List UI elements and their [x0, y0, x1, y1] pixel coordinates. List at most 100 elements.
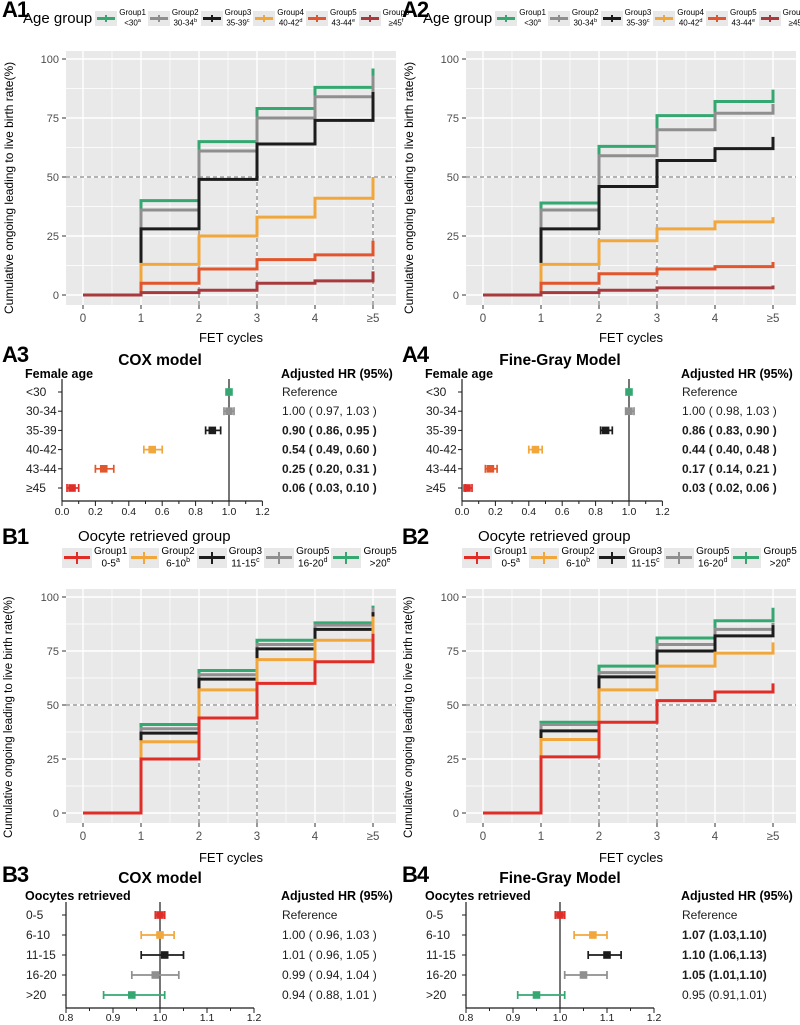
legend-item-label: Group4 40-42d: [677, 8, 704, 28]
legend-items: Group1 <30a Group2 30-34b Group3 35-39c Group4…: [95, 8, 411, 29]
legend-title: Age group: [23, 10, 93, 28]
forest-point-estimate: [151, 971, 160, 979]
step-chart-b1: 0 25 50 75 100 0 1 2 3 4 ≥5: [41, 589, 396, 843]
legend-key-green-icon: [95, 11, 118, 27]
y-tick-label: 0: [453, 808, 459, 820]
forest-hr-text: 1.10 (1.06,1.13): [682, 948, 767, 962]
y-tick-label: 25: [47, 231, 59, 243]
legend-b2: Oocyte retrieved group Group1 0-5a Group2 6…: [400, 528, 800, 570]
panel-a1: A1 Age group Group1 <30a Group2 30-34b Group…: [0, 0, 409, 345]
panel-label-a4: A4: [402, 342, 429, 367]
forest-row-label: 16-20: [26, 968, 57, 982]
forest-point-estimate: [486, 465, 495, 473]
x-tick-label: 1: [538, 313, 544, 325]
legend-key-gray-icon: [664, 547, 695, 568]
forest-point-estimate: [225, 388, 233, 396]
forest-x-tick-label: 1.2: [655, 506, 670, 518]
legend-key-orange-icon: [653, 11, 676, 27]
forest-hr-text: 0.44 ( 0.40, 0.48 ): [682, 443, 777, 457]
forest-point-estimate: [99, 465, 108, 473]
forest-point-estimate: [531, 445, 540, 454]
forest-chart-b3: 0.8 0.9 1.0 1.1 1.2 0-5 Reference 6-10 1.00 ( 0.…: [26, 902, 377, 1024]
legend-key-red-icon: [462, 547, 492, 568]
y-axis-label: Cumulative ongoing leading to live birth…: [402, 61, 416, 315]
forest-row-label: 40-42: [26, 443, 57, 457]
legend-items: Group1 0-5a Group2 6-10b Group3 11-15c Group5 1…: [62, 546, 400, 570]
y-tick-label: 75: [47, 646, 59, 658]
step-chart-a2: 0 25 50 75 100 0 1 2 3 4 ≥5: [441, 51, 796, 325]
x-tick-label: 0: [80, 831, 86, 843]
legend-item-label: Group6≥45f: [382, 8, 410, 28]
x-axis-label: FET cycles: [198, 330, 264, 345]
y-tick-label: 50: [447, 700, 459, 712]
legend-key-orange-icon: [529, 547, 560, 568]
panel-label-b4: B4: [402, 862, 429, 887]
forest-x-tick-label: 0.4: [521, 506, 536, 518]
y-tick-label: 100: [441, 592, 459, 604]
step-series-red: [83, 633, 375, 815]
legend-item: Group2 6-10b: [129, 546, 195, 570]
legend-item-label: Group5 16-20d: [296, 546, 330, 570]
forest-point-estimate: [156, 931, 164, 939]
forest-x-tick-label: 1.1: [600, 1012, 615, 1024]
legend-item-label: Group2 6-10b: [161, 546, 195, 570]
forest-x-tick-label: 0.8: [59, 1012, 74, 1024]
forest-x-tick-label: 0.0: [455, 506, 470, 518]
legend-items: Group1 0-5a Group2 6-10b Group3 11-15c Group5 1…: [462, 546, 800, 570]
legend-key-black-icon: [596, 547, 627, 568]
x-tick-label: 0: [480, 831, 486, 843]
forest-row-label: 0-5: [426, 908, 444, 922]
panel-label-b2: B2: [402, 524, 429, 549]
step-series-orangered: [483, 261, 775, 297]
y-tick-label: 25: [447, 754, 459, 766]
forest-hr-text: 0.94 ( 0.88, 1.01 ): [282, 988, 377, 1002]
step-series-darkred: [83, 271, 375, 297]
legend-a1: Age group Group1 <30a Group2 30-34b Group3 35…: [23, 8, 409, 29]
legend-key-orangered-icon: [305, 11, 328, 27]
forest-column-header: Oocytes retrieved: [425, 889, 531, 903]
x-tick-label: 2: [596, 831, 602, 843]
forest-hr-text: 0.17 ( 0.14, 0.21 ): [682, 462, 777, 476]
forest-point-estimate: [463, 484, 471, 492]
forest-x-tick-label: 1.0: [153, 1012, 168, 1024]
forest-hr-text: Reference: [282, 385, 338, 399]
y-tick-label: 0: [53, 290, 59, 302]
forest-row-label: >20: [426, 988, 447, 1002]
legend-item-label: Group5 43-44e: [729, 8, 757, 28]
legend-item-label: Group1 <30a: [119, 8, 146, 28]
forest-hr-text: 0.90 ( 0.86, 0.95 ): [282, 423, 377, 437]
forest-hr-text: 0.54 ( 0.49, 0.60 ): [282, 443, 377, 457]
legend-title: Oocyte retrieved group: [478, 528, 631, 545]
forest-point-estimate: [148, 445, 156, 454]
legend-items: Group1 <30a Group2 30-34b Group3 35-39c Group4…: [495, 8, 800, 29]
forest-row-label: 11-15: [26, 948, 56, 962]
x-tick-label: 2: [196, 313, 202, 325]
forest-point-estimate: [603, 951, 611, 959]
legend-title: Oocyte retrieved group: [78, 528, 231, 545]
step-series-red: [483, 683, 775, 815]
forest-point-estimate: [532, 991, 541, 999]
legend-title: Age group: [423, 10, 493, 28]
panel-label-b1: B1: [2, 524, 29, 549]
forest-row-label: ≥45: [426, 481, 446, 495]
forest-point-estimate: [556, 911, 564, 919]
legend-item: Group5 43-44e: [305, 8, 357, 29]
y-tick-label: 75: [447, 646, 459, 658]
panel-a4: A4 Fine-Gray Model Female age Adjusted H…: [400, 342, 800, 530]
forest-row-label: 6-10: [426, 928, 450, 942]
forest-hr-header: Adjusted HR (95%): [281, 889, 393, 903]
forest-row-label: 40-42: [426, 443, 457, 457]
x-tick-label: 4: [312, 831, 319, 843]
y-tick-label: 50: [447, 172, 459, 184]
legend-key-gray-icon: [264, 547, 295, 568]
y-axis-label: Cumulative ongoing leading to live birth…: [3, 596, 15, 838]
forest-title: Fine-Gray Model: [499, 352, 621, 369]
forest-row-label: 11-15: [426, 948, 456, 962]
x-tick-label: 3: [654, 313, 660, 325]
forest-row-label: 43-44: [426, 462, 457, 476]
legend-item-label: Group4 40-42d: [277, 8, 304, 28]
legend-key-black-icon: [196, 547, 227, 568]
forest-point-estimate: [156, 911, 164, 919]
forest-column-header: Female age: [25, 367, 94, 381]
